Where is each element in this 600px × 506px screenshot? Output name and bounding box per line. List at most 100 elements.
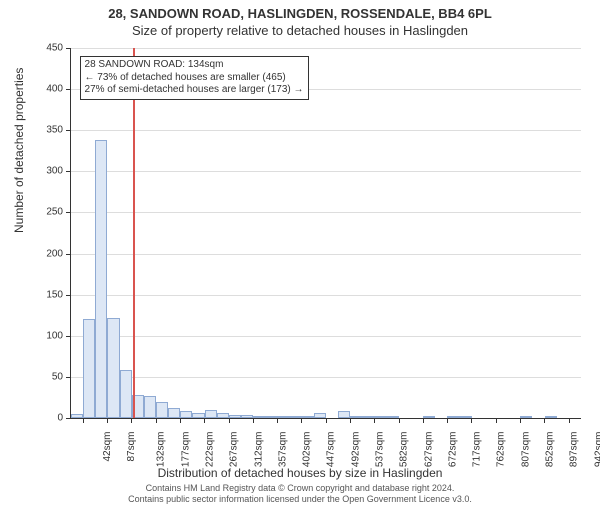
histogram-bar: [290, 416, 302, 418]
xtick-mark: [471, 418, 472, 423]
xtick-label: 312sqm: [253, 432, 264, 468]
xtick-mark: [277, 418, 278, 423]
xtick-mark: [544, 418, 545, 423]
histogram-bar: [423, 416, 435, 418]
histogram-bar: [253, 416, 265, 418]
xtick-mark: [156, 418, 157, 423]
xtick-mark: [569, 418, 570, 423]
xtick-label: 897sqm: [569, 432, 580, 468]
ytick-mark: [66, 130, 71, 131]
xtick-label: 807sqm: [520, 432, 531, 468]
footer-line1: Contains HM Land Registry data © Crown c…: [0, 483, 600, 493]
xtick-mark: [107, 418, 108, 423]
annotation-line3: 27% of semi-detached houses are larger (…: [85, 84, 304, 97]
xtick-mark: [447, 418, 448, 423]
histogram-bar: [460, 416, 472, 418]
histogram-bar: [375, 416, 387, 418]
xtick-label: 267sqm: [229, 432, 240, 468]
ytick-label: 50: [33, 371, 63, 382]
annotation-line1: 28 SANDOWN ROAD: 134sqm: [85, 59, 304, 72]
xtick-mark: [253, 418, 254, 423]
xtick-label: 132sqm: [156, 432, 167, 468]
histogram-bar: [107, 318, 119, 418]
histogram-bar: [217, 413, 229, 418]
xtick-mark: [496, 418, 497, 423]
xtick-label: 852sqm: [545, 432, 556, 468]
ytick-label: 0: [33, 413, 63, 424]
gridline: [71, 377, 581, 378]
xtick-label: 357sqm: [277, 432, 288, 468]
gridline: [71, 295, 581, 296]
histogram-bar: [387, 416, 399, 418]
ytick-mark: [66, 295, 71, 296]
xtick-mark: [229, 418, 230, 423]
ytick-mark: [66, 254, 71, 255]
histogram-bar: [265, 416, 277, 418]
gridline: [71, 48, 581, 49]
histogram-bar: [156, 402, 168, 418]
property-marker-line: [133, 48, 135, 418]
histogram-bar: [338, 411, 350, 418]
ytick-mark: [66, 171, 71, 172]
ytick-mark: [66, 212, 71, 213]
gridline: [71, 254, 581, 255]
x-axis-label: Distribution of detached houses by size …: [0, 466, 600, 480]
xtick-mark: [83, 418, 84, 423]
xtick-label: 537sqm: [375, 432, 386, 468]
y-axis-label: Number of detached properties: [12, 68, 26, 233]
plot-area: 05010015020025030035040045042sqm87sqm132…: [70, 48, 581, 419]
histogram-bar: [241, 415, 253, 418]
xtick-mark: [399, 418, 400, 423]
histogram-bar: [545, 416, 557, 418]
xtick-label: 492sqm: [350, 432, 361, 468]
ytick-label: 200: [33, 248, 63, 259]
gridline: [71, 336, 581, 337]
xtick-mark: [180, 418, 181, 423]
xtick-label: 222sqm: [205, 432, 216, 468]
ytick-label: 250: [33, 207, 63, 218]
xtick-label: 42sqm: [102, 432, 113, 462]
ytick-label: 100: [33, 330, 63, 341]
xtick-mark: [520, 418, 521, 423]
xtick-mark: [374, 418, 375, 423]
histogram-bar: [314, 413, 326, 418]
histogram-bar: [83, 319, 95, 418]
gridline: [71, 130, 581, 131]
histogram-bar: [71, 414, 83, 418]
ytick-label: 400: [33, 84, 63, 95]
gridline: [71, 171, 581, 172]
xtick-label: 87sqm: [126, 432, 137, 462]
ytick-mark: [66, 48, 71, 49]
histogram-bar: [120, 370, 132, 418]
xtick-label: 672sqm: [447, 432, 458, 468]
histogram-bar: [180, 411, 192, 418]
ytick-mark: [66, 336, 71, 337]
ytick-label: 350: [33, 125, 63, 136]
footer-line2: Contains public sector information licen…: [0, 494, 600, 504]
page-subtitle: Size of property relative to detached ho…: [0, 23, 600, 38]
ytick-mark: [66, 89, 71, 90]
xtick-mark: [423, 418, 424, 423]
histogram-chart: 05010015020025030035040045042sqm87sqm132…: [70, 48, 580, 418]
xtick-label: 717sqm: [472, 432, 483, 468]
xtick-mark: [350, 418, 351, 423]
xtick-label: 582sqm: [399, 432, 410, 468]
histogram-bar: [205, 410, 217, 418]
histogram-bar: [192, 413, 204, 418]
xtick-mark: [204, 418, 205, 423]
xtick-mark: [301, 418, 302, 423]
xtick-label: 762sqm: [496, 432, 507, 468]
histogram-bar: [277, 416, 289, 418]
histogram-bar: [229, 415, 241, 418]
histogram-bar: [95, 140, 107, 418]
ytick-label: 450: [33, 43, 63, 54]
histogram-bar: [520, 416, 532, 418]
histogram-bar: [302, 416, 314, 418]
xtick-label: 942sqm: [593, 432, 600, 468]
copyright-footer: Contains HM Land Registry data © Crown c…: [0, 483, 600, 504]
ytick-label: 300: [33, 166, 63, 177]
annotation-callout: 28 SANDOWN ROAD: 134sqm ← 73% of detache…: [80, 56, 309, 100]
gridline: [71, 212, 581, 213]
xtick-mark: [326, 418, 327, 423]
xtick-label: 447sqm: [326, 432, 337, 468]
